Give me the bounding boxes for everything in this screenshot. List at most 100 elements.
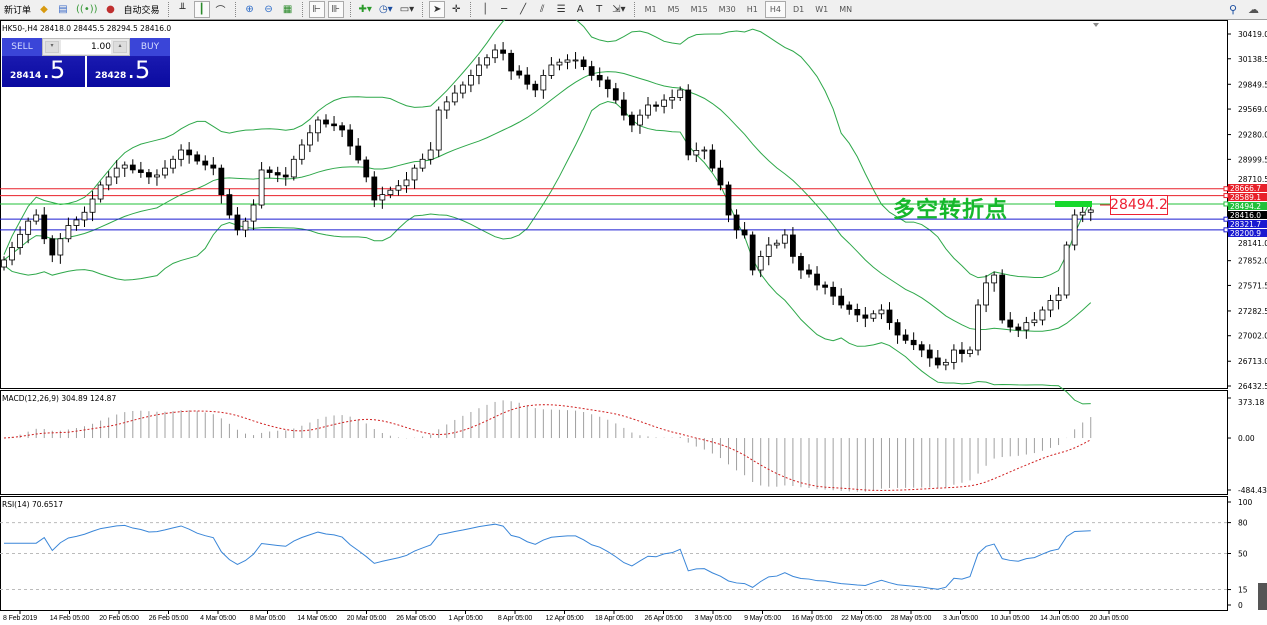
market-watch-icon[interactable]: ◆ [40,4,48,15]
candle-body [170,158,176,169]
indicators-icon[interactable]: ✚▾ [358,4,372,15]
toolbar: 新订单 ◆ ▤ ((•)) ● 自动交易 ╨ ┃ ⌒ ⊕ ⊖ ▦ ⊩ ⊪ ✚▾ … [0,0,1267,20]
lots-input[interactable] [61,40,111,54]
candlestick-icon[interactable]: ┃ [193,1,210,18]
navigator-icon[interactable]: ▤ [58,4,68,15]
sell-price[interactable]: 28414.5 [2,56,85,87]
equidistant-channel-icon[interactable]: ⫽ [539,4,545,15]
candle-body [653,104,659,107]
chart-shift-icon[interactable]: ⊪ [327,1,344,18]
auto-trading-button[interactable]: 自动交易 [123,6,160,16]
price-line-label: 28494.2 [1230,202,1261,211]
separator [422,2,424,17]
time-tick-label: 8 Apr 05:00 [498,615,532,622]
crosshair-icon[interactable]: ✛ [451,4,461,15]
timeframe-h1[interactable]: H1 [746,5,758,14]
candle-body [1047,300,1054,311]
candle-body [701,149,708,152]
sell-button[interactable]: SELL [2,38,42,56]
time-tick-label: 18 Apr 05:00 [595,615,633,622]
chat-icon[interactable]: ☁ [1248,3,1259,16]
timeframe-mn[interactable]: MN [839,5,853,14]
candle-body [733,214,740,231]
candle-body [572,59,579,62]
lots-increase-button[interactable]: ▴ [113,41,127,53]
buy-button[interactable]: BUY [130,38,170,56]
time-tick-label: 26 Apr 05:00 [645,615,683,622]
candle-body [620,99,627,116]
signal-icon[interactable]: ((•)) [76,4,98,15]
candle-body [548,64,555,76]
candle-body [975,304,981,351]
scrollbar[interactable] [1258,583,1267,610]
price-tick-label: 28710.5 [1238,175,1267,184]
vertical-line-icon[interactable]: │ [482,4,489,15]
buy-price-main: 28428 [95,71,127,81]
candle-body [798,256,804,271]
line-anchor [1223,193,1229,199]
timeframe-h4[interactable]: H4 [764,1,786,18]
line-anchor [1223,227,1229,233]
candle-body [822,284,828,288]
text-label-icon[interactable]: T [596,4,603,15]
text-icon[interactable]: A [576,4,584,15]
time-tick-label: 10 Jun 05:00 [991,615,1030,622]
timeframe-d1[interactable]: D1 [792,5,805,14]
candle-body [1079,211,1086,216]
zoom-out-icon[interactable]: ⊖ [264,4,273,15]
auto-trading-icon[interactable]: ● [106,4,115,15]
candle-body [315,119,321,134]
rsi-tick-label: 50 [1238,550,1248,559]
bar-chart-icon[interactable]: ╨ [179,4,186,15]
search-icon[interactable]: ⚲ [1228,3,1237,16]
horizontal-line-icon[interactable]: ─ [501,4,508,15]
new-order-button[interactable]: 新订单 [4,6,32,16]
candle-body [57,238,64,256]
fibonacci-icon[interactable]: ☰ [556,4,566,15]
candle-body [500,49,507,54]
candle-body [564,59,571,63]
templates-icon[interactable]: ▭▾ [399,4,415,15]
candle-body [725,184,732,216]
candle-body [629,114,635,126]
time-tick-label: 20 Mar 05:00 [347,615,387,622]
lots-decrease-button[interactable]: ▾ [45,41,59,53]
price-line-label-bg [1228,184,1267,192]
candle-body [339,125,346,131]
price-chart[interactable]: 30419.0 30138.5 29849.5 29569.0 29280.0 28999… [0,20,1267,625]
price-line-label-bg [1228,220,1267,228]
candle-body [186,149,193,156]
timeframe-m30[interactable]: M30 [718,5,736,14]
candle-body [532,83,539,91]
candle-body [137,169,144,173]
candle-body [999,274,1006,321]
line-chart-icon[interactable]: ⌒ [215,6,226,17]
candle-body [1087,209,1094,213]
candle-body [669,97,676,101]
candle-body [693,150,700,156]
candle-body [524,74,531,85]
candle-body [1063,244,1070,296]
buy-price[interactable]: 28428.5 [87,56,170,87]
rsi-label: RSI(14) 70.6517 [2,500,63,509]
timeframe-m15[interactable]: M15 [690,5,708,14]
rsi-tick-label: 80 [1238,519,1248,528]
timeframe-m1[interactable]: M1 [644,5,657,14]
periods-icon[interactable]: ◷▾ [378,4,393,15]
candle-body [218,167,225,196]
timeframe-w1[interactable]: W1 [815,5,829,14]
price-tick-label: 27282.5 [1238,307,1267,316]
auto-scroll-icon[interactable]: ⊩ [308,1,325,18]
zoom-in-icon[interactable]: ⊕ [245,4,254,15]
candle-body [516,70,523,76]
candle-body [918,344,925,351]
line-anchor [1223,186,1229,192]
rsi-tick-label: 0 [1238,601,1243,610]
candle-body [588,66,595,76]
tile-windows-icon[interactable]: ▦ [282,4,293,15]
trend-line-icon[interactable]: ╱ [520,4,527,15]
timeframe-m5[interactable]: M5 [667,5,680,14]
candle-body [121,164,128,169]
cursor-icon[interactable]: ➤ [429,1,446,18]
arrows-icon[interactable]: ⇲▾ [612,4,626,15]
